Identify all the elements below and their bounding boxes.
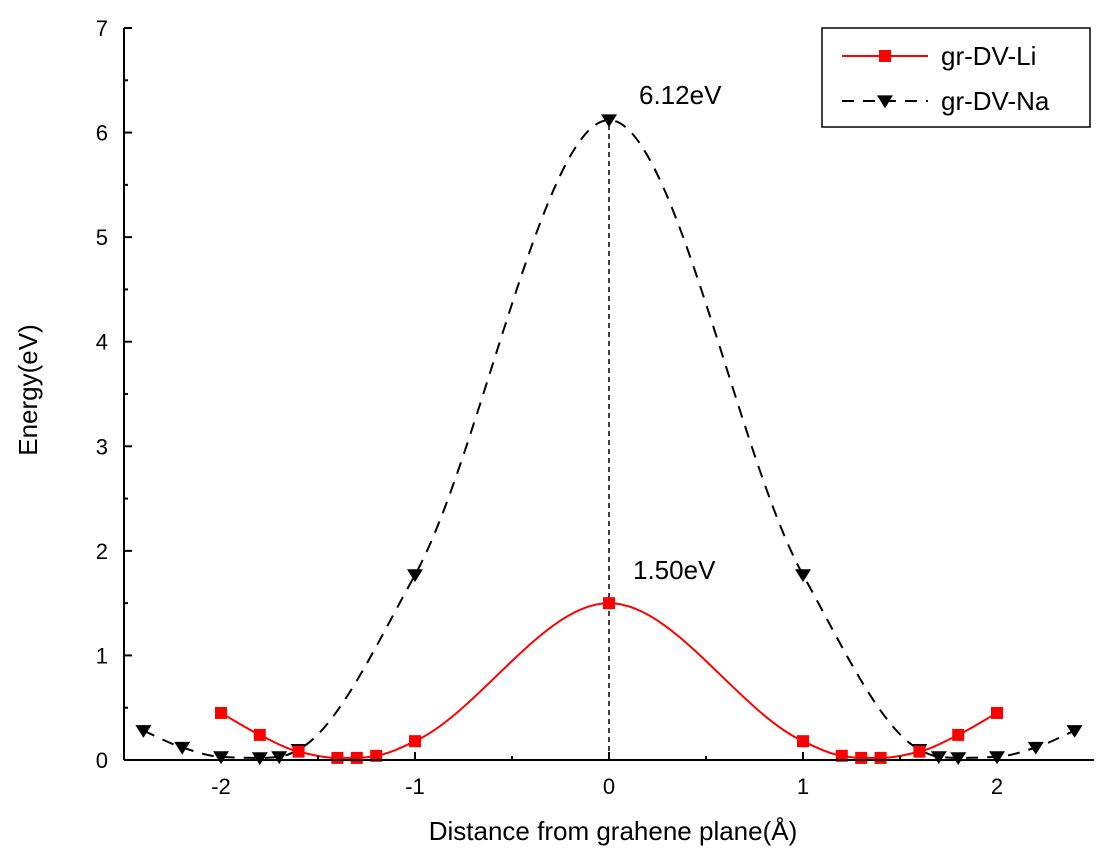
y-tick-label: 2: [96, 539, 108, 564]
x-tick-label: 0: [603, 774, 615, 799]
data-point-gr-DV-Li: [350, 751, 363, 764]
legend: gr-DV-Li gr-DV-Na: [821, 27, 1091, 128]
series-line-gr-DV-Li: [220, 602, 998, 759]
data-point-gr-DV-Li: [331, 751, 344, 764]
data-point-gr-DV-Na: [407, 569, 423, 583]
data-point-gr-DV-Li: [913, 745, 926, 758]
legend-label-na: gr-DV-Na: [941, 86, 1050, 116]
data-point-gr-DV-Na: [1066, 725, 1083, 738]
data-point-gr-DV-Na: [1027, 741, 1044, 755]
data-point-gr-DV-Na: [271, 751, 288, 765]
legend-label-li: gr-DV-Li: [941, 41, 1036, 71]
data-point-gr-DV-Na: [174, 741, 191, 755]
legend-marker-gr-DV-Li: [879, 50, 891, 62]
data-point-gr-DV-Li: [874, 751, 887, 764]
data-point-gr-DV-Li: [370, 749, 383, 762]
y-tick-label: 6: [96, 121, 108, 146]
y-tick-label: 0: [96, 748, 108, 773]
data-point-gr-DV-Li: [952, 728, 965, 741]
x-tick-label: 2: [991, 774, 1003, 799]
annotation-peak-li: 1.50eV: [633, 555, 716, 585]
data-point-gr-DV-Li: [991, 706, 1003, 719]
y-tick-label: 4: [96, 330, 108, 355]
x-axis-title: Distance from grahene plane(Å): [429, 816, 798, 846]
data-point-gr-DV-Na: [795, 569, 811, 583]
x-tick-label: 1: [797, 774, 809, 799]
data-point-gr-DV-Na: [601, 114, 617, 128]
data-point-gr-DV-Na: [251, 752, 268, 766]
data-point-gr-DV-Li: [603, 597, 615, 610]
data-point-gr-DV-Li: [253, 728, 266, 741]
y-tick-label: 3: [96, 434, 108, 459]
data-point-gr-DV-Na: [930, 751, 947, 765]
data-point-gr-DV-Li: [292, 745, 305, 758]
legend-marker-gr-DV-Na: [877, 95, 893, 109]
data-point-gr-DV-Na: [950, 752, 967, 766]
y-tick-label: 1: [96, 643, 108, 668]
series-gr-DV-Li: [215, 597, 1003, 764]
y-axis-title: Energy(eV): [13, 324, 43, 456]
y-tick-label: 7: [96, 16, 108, 41]
y-tick-label: 5: [96, 225, 108, 250]
annotation-peak-na: 6.12eV: [639, 80, 722, 110]
data-point-gr-DV-Li: [215, 706, 227, 719]
x-tick-label: -1: [405, 774, 425, 799]
data-point-gr-DV-Li: [835, 749, 848, 762]
legend-box: [821, 27, 1091, 128]
x-tick-label: -2: [211, 774, 231, 799]
data-point-gr-DV-Na: [135, 725, 152, 738]
data-point-gr-DV-Li: [797, 735, 809, 748]
data-point-gr-DV-Li: [855, 751, 868, 764]
data-point-gr-DV-Li: [409, 735, 421, 748]
